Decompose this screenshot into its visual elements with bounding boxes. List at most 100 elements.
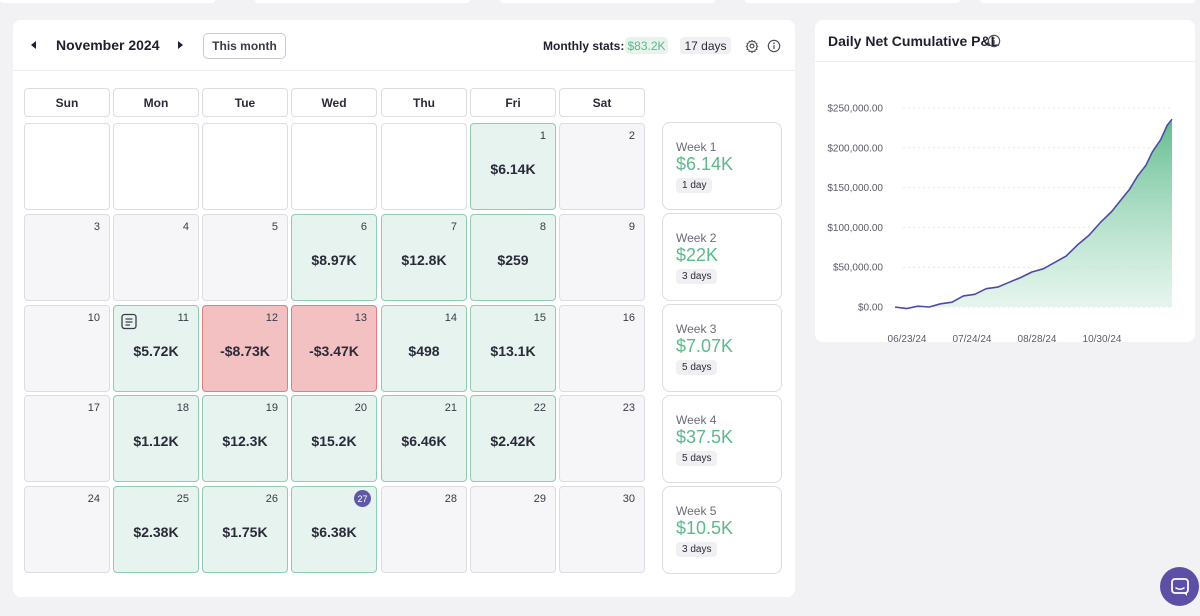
week-label: Week 5: [676, 504, 717, 518]
day-pnl-value: $1.75K: [222, 524, 268, 540]
x-tick-label: 06/23/24: [888, 334, 927, 342]
day-number: 22: [533, 402, 546, 414]
y-tick-label: $200,000.00: [827, 143, 883, 154]
day-cell-21[interactable]: 21 $6.46K: [381, 395, 467, 482]
y-tick-label: $100,000.00: [827, 223, 883, 234]
week-days-badge: 3 days: [676, 542, 718, 557]
y-tick-label: $50,000.00: [833, 263, 883, 274]
day-cell-6[interactable]: 6 $8.97K: [291, 214, 377, 301]
weekday-header-sat: Sat: [559, 88, 645, 117]
day-pnl-value: $498: [408, 343, 440, 359]
info-icon[interactable]: [767, 39, 781, 53]
day-number: 1: [539, 130, 546, 142]
note-icon[interactable]: [121, 313, 137, 330]
day-number: 10: [87, 312, 100, 324]
day-pnl-value: $15.2K: [311, 433, 357, 449]
week-summary-card: Week 3 $7.07K 5 days: [662, 304, 782, 392]
day-cell-13[interactable]: 13 -$3.47K: [291, 305, 377, 392]
day-cell-1[interactable]: 1 $6.14K: [470, 123, 556, 210]
day-cell-4[interactable]: 4: [113, 214, 199, 301]
day-number: 24: [87, 493, 100, 505]
monthly-stats-label: Monthly stats:: [543, 39, 625, 53]
x-tick-label: 08/28/24: [1018, 334, 1057, 342]
day-cell-17[interactable]: 17: [24, 395, 110, 482]
weekday-header-mon: Mon: [113, 88, 199, 117]
day-pnl-value: $8.97K: [311, 252, 357, 268]
day-cell-19[interactable]: 19 $12.3K: [202, 395, 288, 482]
month-title: November 2024: [56, 37, 160, 53]
week-pnl-value: $22K: [676, 245, 719, 265]
day-cell-7[interactable]: 7 $12.8K: [381, 214, 467, 301]
day-cell-26[interactable]: 26 $1.75K: [202, 486, 288, 573]
x-tick-label: 10/30/24: [1083, 334, 1122, 342]
day-number: 11: [177, 312, 189, 324]
pnl-area: [895, 119, 1172, 309]
day-number: 13: [354, 312, 367, 324]
day-number: 16: [622, 312, 635, 324]
day-cell-3[interactable]: 3: [24, 214, 110, 301]
day-pnl-value: $1.12K: [133, 433, 179, 449]
day-cell-15[interactable]: 15 $13.1K: [470, 305, 556, 392]
day-number: 18: [176, 402, 189, 414]
day-cell-9[interactable]: 9: [559, 214, 645, 301]
day-pnl-value: $2.38K: [133, 524, 179, 540]
this-month-button[interactable]: This month: [203, 33, 286, 59]
day-cell-30[interactable]: 30: [559, 486, 645, 573]
day-cell-22[interactable]: 22 $2.42K: [470, 395, 556, 482]
pnl-line: [894, 118, 1173, 310]
day-number: 5: [271, 221, 278, 233]
day-cell-16[interactable]: 16: [559, 305, 645, 392]
week-summary-card: Week 4 $37.5K 5 days: [662, 395, 782, 483]
week-days-badge: 5 days: [676, 360, 718, 375]
caret-left-icon: [30, 41, 36, 49]
week-days-badge: 5 days: [676, 451, 718, 466]
weekday-header-fri: Fri: [470, 88, 556, 117]
day-number: 30: [622, 493, 635, 505]
week-label: Week 1: [676, 140, 717, 154]
calendar-header: November 2024 This month Monthly stats: …: [13, 20, 795, 71]
day-pnl-value: $6.38K: [311, 524, 357, 540]
prev-month-button[interactable]: [26, 38, 40, 52]
day-cell-14[interactable]: 14 $498: [381, 305, 467, 392]
day-cell-5[interactable]: 5: [202, 214, 288, 301]
monthly-days-badge: 17 days: [680, 37, 731, 54]
week-days-badge: 3 days: [676, 269, 718, 284]
day-cell-20[interactable]: 20 $15.2K: [291, 395, 377, 482]
today-day-number: 27: [354, 490, 371, 507]
weekday-header-tue: Tue: [202, 88, 288, 117]
chart-title: Daily Net Cumulative P&L: [828, 33, 1000, 49]
day-cell-18[interactable]: 18 $1.12K: [113, 395, 199, 482]
day-pnl-value: $6.46K: [401, 433, 447, 449]
day-cell-29[interactable]: 29: [470, 486, 556, 573]
day-cell-12[interactable]: 12 -$8.73K: [202, 305, 288, 392]
day-number: 15: [533, 312, 546, 324]
day-number: 21: [444, 402, 457, 414]
day-pnl-value: $5.72K: [133, 343, 179, 359]
day-number: 17: [87, 402, 100, 414]
day-pnl-value: $2.42K: [490, 433, 536, 449]
cumulative-pnl-chart: $250,000.00 $200,000.00 $150,000.00 $100,00…: [827, 104, 1173, 342]
day-pnl-value: -$3.47K: [309, 343, 359, 359]
day-cell-23[interactable]: 23: [559, 395, 645, 482]
chart-divider: [815, 61, 1195, 62]
day-cell-2[interactable]: 2: [559, 123, 645, 210]
day-cell-10[interactable]: 10: [24, 305, 110, 392]
day-pnl-value: $259: [497, 252, 529, 268]
day-cell-25[interactable]: 25 $2.38K: [113, 486, 199, 573]
day-cell-24[interactable]: 24: [24, 486, 110, 573]
week-pnl-value: $7.07K: [676, 336, 734, 356]
day-cell-27[interactable]: 27 $6.38K: [291, 486, 377, 573]
day-cell-28[interactable]: 28: [381, 486, 467, 573]
day-cell-8[interactable]: 8 $259: [470, 214, 556, 301]
day-pnl-value: -$8.73K: [220, 343, 270, 359]
info-icon[interactable]: [987, 34, 1001, 48]
chat-launcher-button[interactable]: [1160, 567, 1199, 606]
day-cell-empty: [202, 123, 288, 210]
gear-icon[interactable]: [745, 39, 759, 53]
chat-icon: [1170, 577, 1189, 596]
week-label: Week 3: [676, 322, 717, 336]
day-cell-11[interactable]: 11 $5.72K: [113, 305, 199, 392]
day-number: 26: [265, 493, 278, 505]
next-month-button[interactable]: [173, 38, 187, 52]
day-number: 6: [360, 221, 367, 233]
